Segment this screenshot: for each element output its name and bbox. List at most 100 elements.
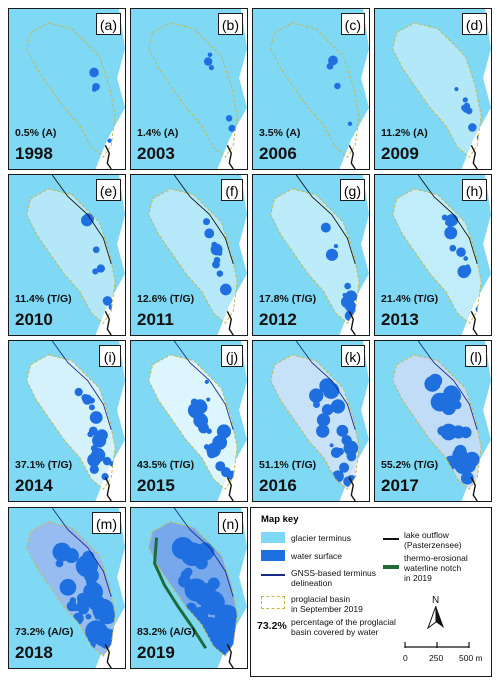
- panel-year: 2006: [259, 144, 297, 163]
- basin-outline: [148, 354, 238, 490]
- glacier-label: glacier terminus: [291, 533, 351, 543]
- panel-year: 2019: [137, 643, 175, 662]
- notch-swatch: [383, 565, 399, 569]
- water-percentage: 11.4% (T/G): [15, 293, 72, 305]
- panel-map: [253, 341, 369, 501]
- basin-outline: [26, 354, 116, 490]
- panel-map: [375, 341, 491, 501]
- panel-label: (l): [465, 345, 487, 367]
- lake-outflow: [104, 643, 112, 668]
- panel-map: [253, 9, 369, 169]
- notch-label-2: waterline notch: [404, 563, 462, 573]
- north-label: N: [432, 595, 440, 606]
- panel-map: [9, 175, 125, 335]
- panel-map: [9, 9, 125, 169]
- scale-label-0: 0: [403, 653, 408, 663]
- glacier-swatch: [261, 532, 285, 543]
- basin-outline: [148, 521, 238, 657]
- lake-outflow: [348, 476, 356, 501]
- gnss-terminus-line: [51, 508, 112, 598]
- water-percentage: 43.5% (T/G): [137, 459, 195, 471]
- panel-year: 2012: [259, 310, 297, 329]
- map-panel: (g) 17.8% (T/G) 2012: [252, 174, 370, 336]
- lake-outflow: [226, 643, 234, 668]
- water-surface: [89, 67, 112, 143]
- gnss-terminus-line: [173, 508, 234, 598]
- outflow-label-2: (Pasterzensee): [404, 540, 462, 550]
- panel-year: 2015: [137, 476, 175, 495]
- map-panel: (h) 21.4% (T/G) 2013: [374, 174, 492, 336]
- gnss-terminus-line: [173, 341, 234, 431]
- basin-outline: [392, 22, 482, 158]
- panel-year: 2011: [137, 310, 174, 329]
- glacier-area: [131, 175, 247, 335]
- panel-year: 2014: [15, 476, 53, 495]
- water-swatch: [261, 550, 285, 561]
- panel-year: 1998: [15, 144, 53, 163]
- panel-map: [253, 175, 369, 335]
- water-percentage: 1.4% (A): [137, 127, 179, 139]
- panel-label: (e): [95, 179, 121, 201]
- panel-year: 2016: [259, 476, 297, 495]
- panel-year: 2018: [15, 643, 53, 662]
- basin-outline: [148, 188, 238, 324]
- gnss-terminus-line: [295, 175, 356, 265]
- panel-year: 2017: [381, 476, 419, 495]
- notch-label-3: in 2019: [404, 573, 432, 583]
- panel-label: (h): [461, 179, 487, 201]
- panel-label: (m): [92, 512, 121, 534]
- panel-map: [9, 341, 125, 501]
- gnss-label-1: GNSS-based terminus: [291, 568, 377, 578]
- panel-label: (f): [221, 179, 243, 201]
- scale-bar: [404, 642, 470, 648]
- basin-outline: [26, 521, 116, 657]
- basin-outline: [26, 22, 116, 158]
- panel-label: (j): [221, 345, 243, 367]
- panel-year: 2013: [381, 310, 419, 329]
- water-percentage: 51.1% (T/G): [259, 459, 317, 471]
- map-panel: (b) 1.4% (A) 2003: [130, 8, 248, 170]
- panel-year: 2009: [381, 144, 419, 163]
- lake-outflow: [470, 476, 478, 501]
- lake-outflow: [226, 476, 234, 501]
- water-percentage: 17.8% (T/G): [259, 293, 317, 305]
- glacier-area: [131, 9, 247, 169]
- panel-label: (b): [217, 13, 243, 35]
- panel-label: (k): [340, 345, 365, 367]
- map-key: Map key glacier terminus water surface G…: [250, 507, 492, 677]
- panel-map: [9, 508, 125, 668]
- water-percentage: 55.2% (T/G): [381, 459, 439, 471]
- water-surface: [203, 52, 236, 132]
- map-panel: (f) 12.6% (T/G) 2011: [130, 174, 248, 336]
- notch-line: [153, 537, 207, 650]
- map-panel: (e) 11.4% (T/G) 2010: [8, 174, 126, 336]
- map-panel: (k) 51.1% (T/G) 2016: [252, 340, 370, 502]
- lake-outflow: [470, 144, 478, 169]
- map-panel: (d) 11.2% (A) 2009: [374, 8, 492, 170]
- gnss-terminus-line: [295, 341, 356, 431]
- map-panel: (a) 0.5% (A) 1998: [8, 8, 126, 170]
- panel-map: [375, 9, 491, 169]
- basin-outline: [392, 354, 482, 490]
- north-arrow-icon: [426, 606, 444, 630]
- basin-outline: [270, 188, 360, 324]
- outflow-label-1: lake outflow: [404, 530, 449, 540]
- panel-map: [131, 341, 247, 501]
- notch-label-1: thermo-erosional: [404, 553, 468, 563]
- basin-label-1: proglacial basin: [291, 594, 351, 604]
- water-percentage: 12.6% (T/G): [137, 293, 195, 305]
- outflow-swatch: [383, 538, 399, 540]
- panel-label: (d): [461, 13, 487, 35]
- lake-outflow: [104, 144, 112, 169]
- panel-year: 2003: [137, 144, 175, 163]
- pct-label-1: percentage of the proglacial: [291, 617, 396, 627]
- basin-outline: [270, 354, 360, 490]
- glacier-area: [375, 9, 491, 169]
- glacier-area: [9, 175, 125, 335]
- basin-outline: [26, 188, 116, 324]
- water-percentage: 3.5% (A): [259, 127, 301, 139]
- basin-outline: [270, 22, 360, 158]
- map-panel: (i) 37.1% (T/G) 2014: [8, 340, 126, 502]
- gnss-terminus-line: [51, 341, 112, 431]
- lake-outflow: [104, 476, 112, 501]
